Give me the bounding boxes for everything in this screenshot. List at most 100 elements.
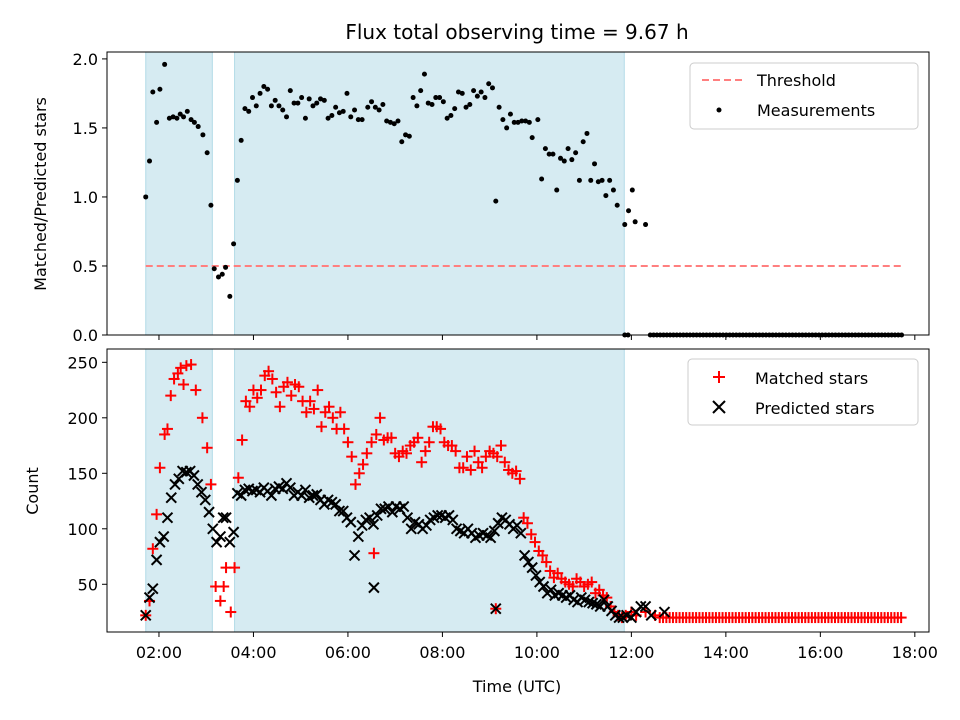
- measurement-point: [352, 107, 358, 113]
- predicted-star-point: [511, 519, 523, 532]
- measurement-point: [261, 84, 267, 90]
- bottom-y-ticks: 50 100 150 200 250: [67, 353, 107, 594]
- predicted-star-point: [195, 486, 208, 498]
- measurement-point: [177, 111, 183, 117]
- measurement-point: [632, 219, 638, 225]
- measurement-point: [486, 81, 492, 87]
- matched-star-point: [385, 432, 397, 444]
- measurement-point: [629, 187, 635, 193]
- matched-star-point: [521, 517, 533, 529]
- predicted-star-point: [526, 561, 538, 574]
- measurement-point: [592, 161, 598, 167]
- matched-star-point: [270, 386, 282, 398]
- predicted-star-point: [484, 531, 497, 544]
- matched-star-point: [529, 536, 541, 548]
- measurement-point: [489, 85, 495, 91]
- matched-star-point: [266, 373, 278, 385]
- measurement-point: [306, 96, 312, 102]
- x-tick-label: 08:00: [419, 643, 465, 662]
- matched-star-point: [323, 401, 335, 413]
- measurement-point: [399, 139, 405, 145]
- matched-star-point: [353, 467, 365, 479]
- predicted-star-point: [530, 569, 542, 582]
- matched-star-point: [240, 395, 252, 407]
- matched-star-point: [476, 462, 488, 474]
- measurement-point: [414, 103, 420, 109]
- measurement-point: [204, 150, 210, 156]
- matched-star-point: [342, 436, 354, 448]
- matched-star-point: [300, 406, 312, 418]
- matched-star-point: [510, 465, 522, 477]
- predicted-star-point: [515, 527, 527, 539]
- predicted-star-point: [639, 600, 652, 613]
- matched-star-point: [361, 447, 373, 459]
- measurement-point: [573, 150, 579, 156]
- predicted-star-point: [397, 500, 410, 513]
- measurement-point: [496, 104, 502, 110]
- measurement-point: [344, 90, 350, 96]
- measurement-point: [395, 118, 401, 124]
- matched-star-point: [586, 576, 598, 588]
- predicted-star-point: [150, 554, 163, 566]
- measurement-point: [558, 155, 564, 161]
- measurement-point: [359, 117, 365, 123]
- matched-star-point: [168, 373, 180, 385]
- measurement-point: [584, 130, 590, 136]
- measurement-point: [325, 115, 331, 121]
- measurement-point: [529, 135, 535, 141]
- measurement-point: [603, 193, 609, 199]
- top-y-ticks: 0.0 0.5 1.0 1.5 2.0: [73, 50, 107, 345]
- matched-star-point: [419, 445, 431, 457]
- measurement-point: [595, 179, 601, 185]
- legend-threshold-label: Threshold: [756, 71, 836, 90]
- measurement-point: [391, 121, 397, 127]
- measurement-point: [223, 264, 229, 270]
- x-tick-label: 18:00: [892, 643, 938, 662]
- predicted-star-point: [210, 536, 223, 548]
- measurement-point: [253, 103, 259, 109]
- measurement-point: [174, 115, 180, 121]
- x-tick-label: 16:00: [797, 643, 843, 662]
- measurement-point: [561, 158, 567, 164]
- top-axes-frame: [106, 51, 930, 336]
- matched-star-point: [196, 412, 208, 424]
- measurement-point: [238, 137, 244, 143]
- matched-star-point: [308, 403, 320, 415]
- measurement-point: [246, 108, 252, 114]
- predicted-star-point: [545, 584, 557, 596]
- predicted-star-point: [367, 518, 380, 531]
- measurement-point: [143, 194, 149, 200]
- measurement-point: [437, 95, 443, 101]
- matched-star-point: [514, 473, 526, 485]
- matched-star-point: [552, 567, 564, 579]
- predicted-star-point: [180, 466, 193, 478]
- predicted-star-point: [299, 484, 312, 496]
- matched-star-point: [285, 390, 297, 402]
- predicted-star-point: [140, 609, 152, 622]
- measurement-point: [519, 118, 525, 124]
- x-tick-label: 02:00: [136, 643, 182, 662]
- predicted-star-point: [522, 556, 535, 568]
- measurement-point: [526, 119, 532, 125]
- matched-star-point: [229, 562, 241, 574]
- measurement-point: [162, 61, 168, 67]
- measurement-point: [425, 100, 431, 106]
- matched-star-point: [423, 436, 435, 448]
- measurement-point: [478, 89, 484, 95]
- predicted-star-point: [199, 494, 211, 506]
- measurement-point: [406, 133, 412, 139]
- measurement-point: [365, 104, 371, 110]
- predicted-star-point: [386, 506, 399, 518]
- matched-star-point: [540, 556, 552, 568]
- chart-title: Flux total observing time = 9.67 h: [345, 20, 688, 44]
- measurement-point: [569, 157, 575, 163]
- predicted-star-point: [284, 482, 297, 494]
- measurement-point: [329, 113, 335, 119]
- legend-predicted-label: Predicted stars: [755, 399, 875, 418]
- measurement-point: [191, 119, 197, 125]
- measurement-point: [355, 117, 361, 123]
- measurement-point: [576, 177, 582, 183]
- measurement-point: [188, 117, 194, 123]
- matched-star-point: [159, 428, 171, 440]
